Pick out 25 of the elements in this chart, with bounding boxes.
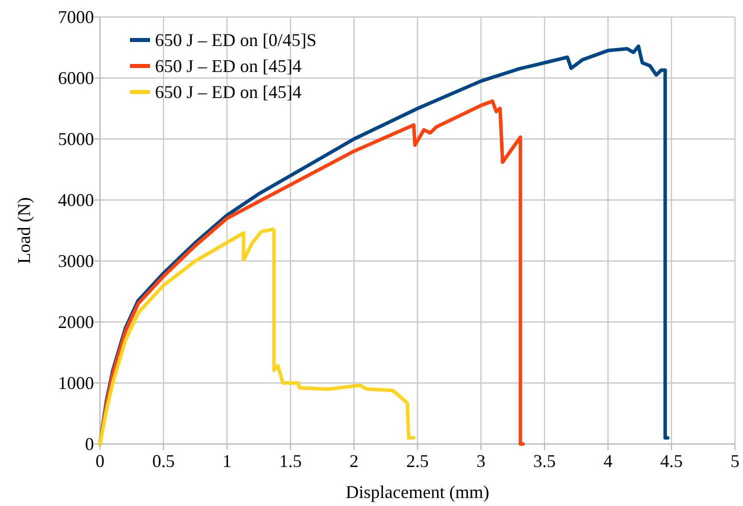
x-tick-label: 2.5 (406, 451, 429, 471)
line-series (98, 228, 416, 446)
x-axis-title: Displacement (mm) (346, 482, 490, 502)
y-tick-label: 4000 (58, 190, 94, 210)
legend-label: 650 J – ED on [0/45]S (155, 30, 316, 50)
y-tick-label: 0 (85, 434, 94, 454)
y-tick-label: 2000 (58, 312, 94, 332)
y-tick-label: 7000 (58, 7, 94, 27)
y-tick-label: 6000 (58, 68, 94, 88)
line-series (98, 99, 525, 446)
x-tick-label: 1 (222, 451, 232, 471)
x-tick-label: 3.5 (533, 451, 556, 471)
x-tick-label: 0.5 (152, 451, 175, 471)
legend-label: 650 J – ED on [45]4 (155, 82, 302, 102)
x-tick-label: 2 (350, 451, 358, 471)
x-tick-label: 4.5 (660, 451, 683, 471)
y-axis-title: Load (N) (14, 197, 34, 264)
x-tick-label: 4 (604, 451, 612, 471)
x-tick-label: 5 (730, 451, 740, 471)
y-tick-label: 5000 (58, 129, 94, 149)
x-tick-label: 1.5 (279, 451, 302, 471)
y-tick-label: 3000 (58, 251, 94, 271)
x-tick-label: 3 (476, 451, 486, 471)
y-tick-label: 1000 (58, 373, 94, 393)
legend-label: 650 J – ED on [45]4 (155, 56, 302, 76)
